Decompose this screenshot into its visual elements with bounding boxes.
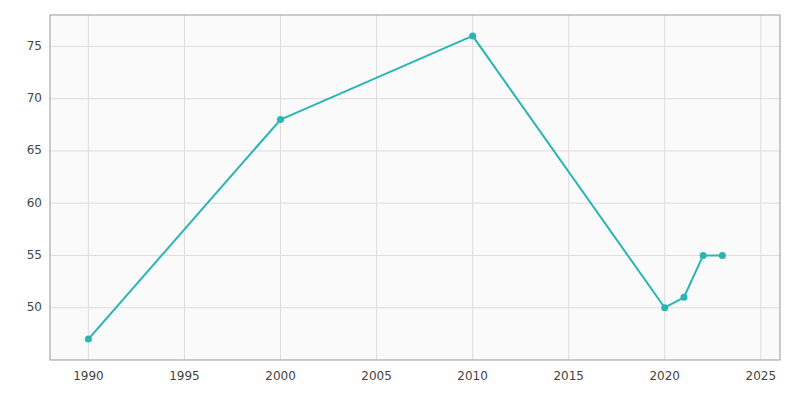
chart-svg: 50 55 60 65 70 75 1990 1995 2000 2005 2010 2015 2020… (0, 0, 800, 400)
x-grid-line (280, 15, 281, 360)
y-grid-line (50, 203, 780, 204)
x-tick-label: 2025 (746, 369, 777, 383)
line (88, 36, 722, 339)
y-tick-label: 55 (27, 248, 42, 262)
x-grid-line (472, 15, 473, 360)
y-grid-line (50, 46, 780, 47)
x-tick-label: 1990 (73, 369, 104, 383)
point (700, 252, 707, 259)
x-grid-line (568, 15, 569, 360)
y-tick-label: 70 (27, 91, 42, 105)
plot-background (50, 15, 780, 360)
y-grid-line (50, 150, 780, 151)
data-group (85, 32, 726, 342)
x-grid-line (88, 15, 89, 360)
x-grid-line (760, 15, 761, 360)
point (680, 294, 687, 301)
x-grid-line (376, 15, 377, 360)
y-tick-label: 65 (27, 143, 42, 157)
y-grid-line (50, 255, 780, 256)
point (661, 304, 668, 311)
x-tick-label: 2000 (265, 369, 296, 383)
x-tick-label: 2010 (457, 369, 488, 383)
x-tick-label: 1995 (169, 369, 200, 383)
point (277, 116, 284, 123)
grid (50, 15, 780, 360)
y-tick-label: 60 (27, 196, 42, 210)
axes: 50 55 60 65 70 75 1990 1995 2000 2005 2010 2015 2020… (27, 15, 780, 383)
plot-frame (50, 15, 780, 360)
x-tick-label: 2020 (649, 369, 680, 383)
point (469, 32, 476, 39)
y-grid-line (50, 98, 780, 99)
y-tick-label: 50 (27, 300, 42, 314)
y-grid-line (50, 307, 780, 308)
x-tick-label: 2015 (553, 369, 584, 383)
x-grid-line (184, 15, 185, 360)
chart-container: 50 55 60 65 70 75 1990 1995 2000 2005 2010 2015 2020… (0, 0, 800, 400)
point (719, 252, 726, 259)
x-tick-label: 2005 (361, 369, 392, 383)
point (85, 336, 92, 343)
y-tick-label: 75 (27, 39, 42, 53)
